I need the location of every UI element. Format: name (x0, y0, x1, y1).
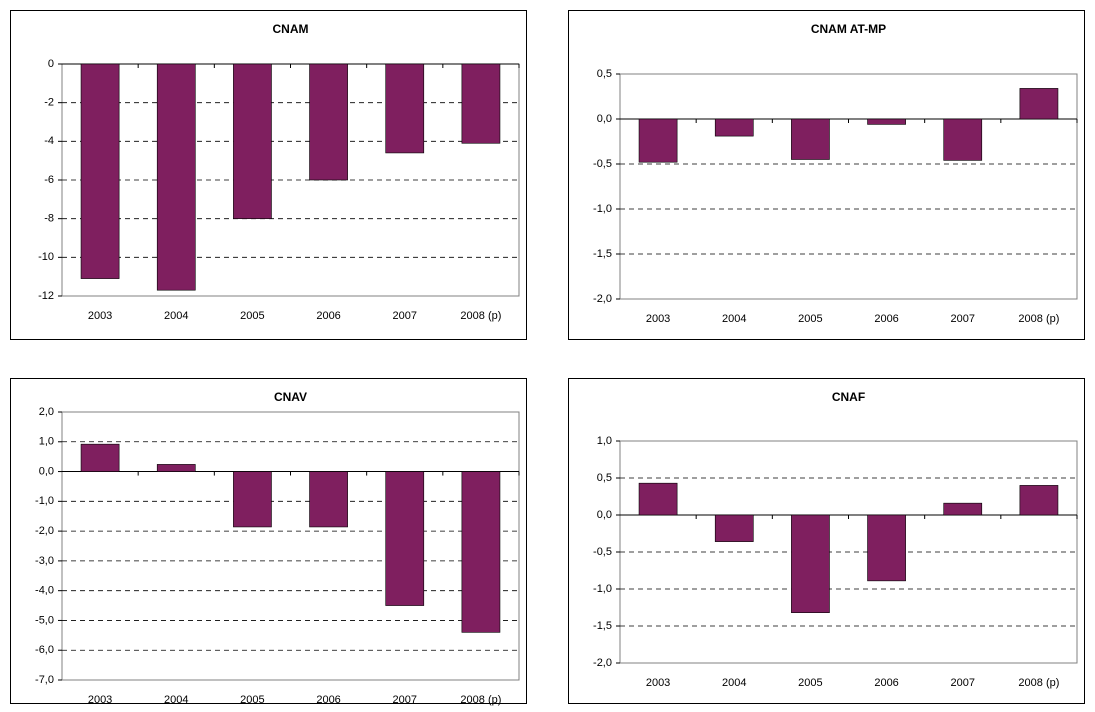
panel-frame (568, 10, 1085, 340)
y-tick-label: 0 (48, 58, 54, 70)
y-tick-label: -4 (44, 135, 54, 147)
x-tick-label: 2005 (240, 694, 264, 706)
y-tick-label: -8 (44, 213, 54, 225)
bar (791, 514, 830, 613)
y-tick-label: -1,5 (593, 248, 612, 260)
chart-title: CNAM (273, 22, 309, 36)
x-tick-label: 2005 (798, 313, 822, 325)
y-tick-label: -2,0 (593, 657, 612, 669)
x-tick-label: 2007 (393, 694, 417, 706)
bar (233, 471, 272, 528)
bar (714, 514, 754, 542)
y-tick-label: -1,5 (593, 620, 612, 632)
x-tick-label: 2004 (722, 313, 746, 325)
panel-frame (10, 378, 527, 704)
y-tick-label: -2,0 (593, 293, 612, 305)
bar (638, 482, 678, 516)
x-tick-label: 2004 (164, 310, 188, 322)
bar (867, 514, 906, 582)
y-tick-label: -0,5 (593, 546, 612, 558)
bar (867, 118, 906, 125)
y-tick-label: -4,0 (35, 585, 54, 597)
bar (1019, 485, 1059, 516)
x-tick-label: 2006 (874, 677, 898, 689)
plot-area (61, 411, 520, 681)
bar (156, 63, 196, 291)
x-tick-label: 2008 (p) (460, 310, 501, 322)
bar (80, 443, 120, 472)
chart-title: CNAM AT-MP (811, 22, 886, 36)
y-tick-label: 0,5 (597, 68, 612, 80)
x-tick-label: 2003 (88, 310, 112, 322)
bar (714, 118, 754, 137)
y-tick-label: -1,0 (35, 495, 54, 507)
x-tick-label: 2005 (798, 677, 822, 689)
chart-title: CNAV (274, 390, 307, 404)
y-tick-label: 1,0 (39, 436, 54, 448)
bar (385, 63, 425, 154)
y-tick-label: -7,0 (35, 674, 54, 686)
bar (461, 471, 501, 633)
y-tick-label: 0,0 (597, 113, 612, 125)
x-tick-label: 2006 (316, 694, 340, 706)
y-tick-label: -1,0 (593, 583, 612, 595)
bar (638, 118, 678, 163)
y-tick-label: -5,0 (35, 614, 54, 626)
bar (309, 63, 348, 181)
x-tick-label: 2003 (88, 694, 112, 706)
y-tick-label: -12 (38, 290, 54, 302)
y-tick-label: -6,0 (35, 644, 54, 656)
y-tick-label: 2,0 (39, 406, 54, 418)
y-tick-label: -0,5 (593, 158, 612, 170)
x-tick-label: 2004 (722, 677, 746, 689)
y-tick-label: -1,0 (593, 203, 612, 215)
x-tick-label: 2006 (874, 313, 898, 325)
bar (943, 502, 983, 516)
x-tick-label: 2008 (p) (460, 694, 501, 706)
x-tick-label: 2007 (951, 677, 975, 689)
chart-title: CNAF (832, 390, 865, 404)
bar (233, 63, 272, 219)
y-tick-label: -10 (38, 251, 54, 263)
bar (791, 118, 830, 160)
x-tick-label: 2004 (164, 694, 188, 706)
bar (1019, 88, 1059, 120)
y-tick-label: 0,0 (597, 509, 612, 521)
y-tick-label: -6 (44, 174, 54, 186)
x-tick-label: 2005 (240, 310, 264, 322)
bar (156, 464, 196, 472)
y-tick-label: -3,0 (35, 555, 54, 567)
x-tick-label: 2003 (646, 677, 670, 689)
y-tick-label: -2 (44, 97, 54, 109)
bar (943, 118, 983, 161)
plot-area (619, 73, 1078, 300)
x-tick-label: 2008 (p) (1018, 313, 1059, 325)
bar (461, 63, 501, 144)
x-tick-label: 2007 (951, 313, 975, 325)
y-tick-label: 0,0 (39, 465, 54, 477)
bar (385, 471, 425, 606)
bar (309, 471, 348, 528)
x-tick-label: 2007 (393, 310, 417, 322)
x-tick-label: 2008 (p) (1018, 677, 1059, 689)
y-tick-label: -2,0 (35, 525, 54, 537)
x-tick-label: 2006 (316, 310, 340, 322)
x-tick-label: 2003 (646, 313, 670, 325)
bar (80, 63, 120, 279)
y-tick-label: 1,0 (597, 435, 612, 447)
y-tick-label: 0,5 (597, 472, 612, 484)
